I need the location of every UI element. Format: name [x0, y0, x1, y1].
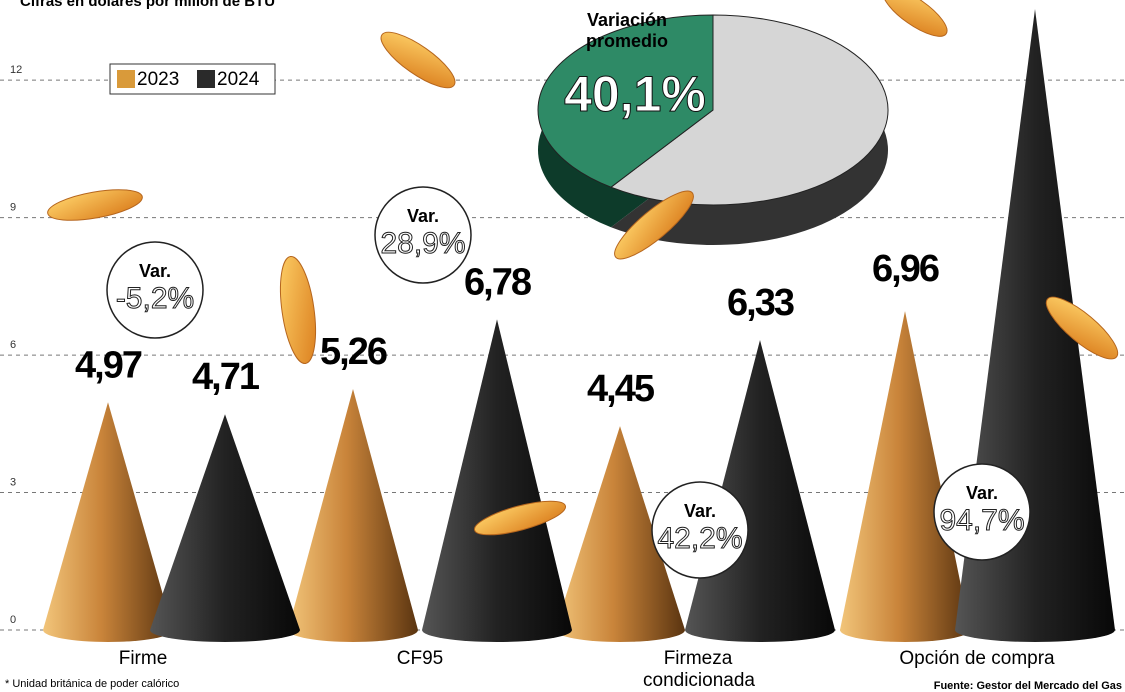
legend-label: 2023 — [137, 69, 179, 90]
y-tick-label: 0 — [10, 614, 16, 626]
x-tick-label: CF95 — [330, 648, 510, 670]
variation-title: Var. — [684, 501, 716, 521]
legend-swatch — [197, 70, 215, 88]
variation-title: Var. — [139, 261, 171, 281]
value-label: 4,71 — [192, 356, 260, 398]
coin — [45, 184, 144, 226]
value-label: 6,78 — [464, 261, 531, 303]
legend: 2023 2024 — [110, 64, 275, 94]
source: Fuente: Gestor del Mercado del Gas — [934, 680, 1122, 692]
cone — [150, 414, 300, 642]
footnote: * Unidad británica de poder calórico — [5, 678, 179, 690]
variation-value: 28,9% — [380, 227, 465, 260]
chart: Cifras en dólares por millón de BTU 0 3 6 9… — [0, 0, 1125, 692]
x-tick-label: Opción de compra — [887, 648, 1067, 670]
y-tick-label: 9 — [10, 202, 16, 214]
chart-title: Cifras en dólares por millón de BTU — [20, 0, 275, 10]
legend-swatch — [117, 70, 135, 88]
value-label: 6,33 — [727, 282, 794, 324]
coin — [275, 254, 322, 365]
variation-value: 42,2% — [657, 522, 742, 555]
y-tick-label: 12 — [10, 64, 22, 76]
variation-title: Var. — [966, 483, 998, 503]
x-tick-label: Firmeza condicionada — [608, 648, 788, 692]
cone — [422, 319, 572, 642]
cone — [43, 402, 173, 642]
variation-title: Var. — [407, 206, 439, 226]
value-label: 4,45 — [587, 368, 655, 410]
cone — [288, 389, 418, 642]
value-label: 4,97 — [75, 344, 142, 386]
y-tick-label: 6 — [10, 339, 16, 351]
coin — [876, 0, 953, 44]
y-tick-label: 3 — [10, 476, 16, 488]
pie-value-label: 40,1% — [564, 66, 706, 122]
coin — [374, 23, 462, 96]
variation-value: 94,7% — [939, 504, 1024, 537]
page: Cifras en dólares por millón de BTU 0 3 6 9… — [0, 0, 1125, 692]
x-tick-label: Firme — [53, 648, 233, 670]
value-label: 5,26 — [320, 331, 387, 373]
legend-label: 2024 — [217, 69, 260, 90]
variation-value: -5,2% — [116, 282, 194, 315]
value-label: 6,96 — [872, 248, 939, 290]
pie-title: Variación promedio — [562, 10, 692, 52]
